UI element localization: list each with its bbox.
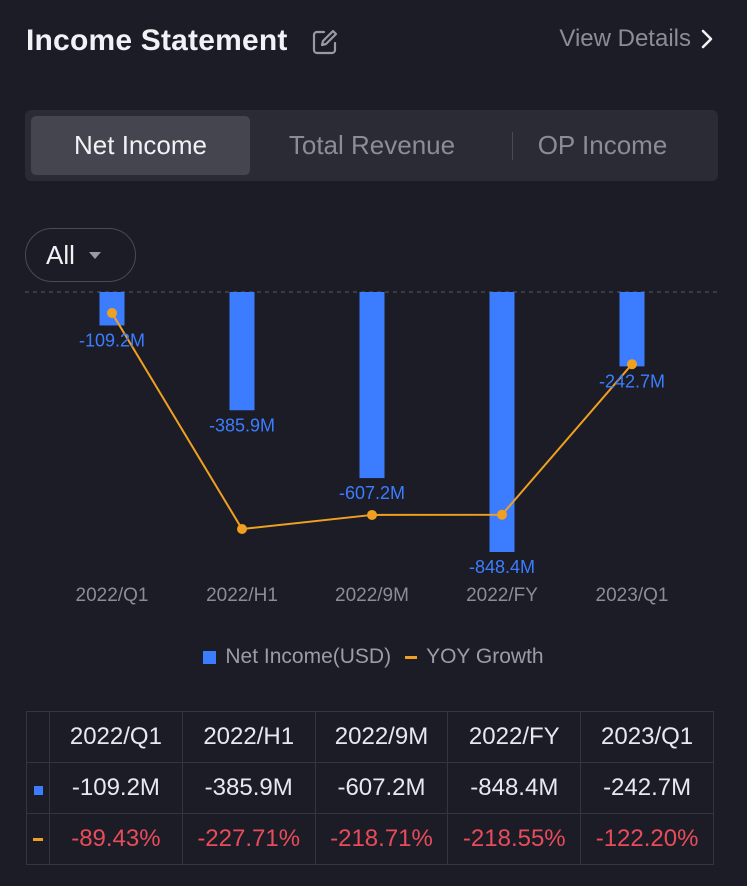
table-header-cell: 2022/9M bbox=[314, 711, 449, 763]
table-cell: -242.7M bbox=[580, 762, 714, 814]
edit-icon[interactable] bbox=[311, 28, 339, 56]
data-table: 2022/Q1 2022/H1 2022/9M 2022/FY 2023/Q1 … bbox=[26, 711, 714, 865]
table-cell: -109.2M bbox=[49, 762, 183, 814]
yoy-point-2022/9M bbox=[367, 509, 377, 520]
table-header-cell: 2022/FY bbox=[447, 711, 582, 763]
bar-value-label: -242.7M bbox=[599, 371, 665, 391]
chevron-right-icon bbox=[701, 29, 713, 49]
table-header-row: 2022/Q1 2022/H1 2022/9M 2022/FY 2023/Q1 bbox=[26, 711, 714, 763]
net-income-chart: -109.2M -385.9M -607.2M -848.4M -242.7M 2022/… bbox=[25, 291, 718, 606]
legend-bar-swatch bbox=[203, 650, 217, 664]
bar-value-label: -385.9M bbox=[209, 415, 275, 435]
period-filter-dropdown[interactable]: All bbox=[25, 228, 136, 282]
caret-down-icon bbox=[88, 251, 101, 259]
page-title: Income Statement bbox=[26, 24, 288, 57]
table-cell: -218.55% bbox=[447, 813, 582, 865]
table-row-net-income: -109.2M -385.9M -607.2M -848.4M -242.7M bbox=[26, 762, 714, 814]
legend-line-label: YOY Growth bbox=[426, 645, 544, 668]
yoy-point-2022/H1 bbox=[237, 524, 247, 534]
bar-value-label: -848.4M bbox=[469, 557, 535, 577]
bar-2022/FY bbox=[489, 292, 515, 552]
tab-op-income[interactable]: OP Income bbox=[537, 130, 668, 160]
x-tick-label: 2022/H1 bbox=[206, 585, 278, 606]
x-tick-label: 2022/9M bbox=[335, 585, 409, 606]
bar-2023/Q1 bbox=[619, 292, 645, 367]
view-details-label: View Details bbox=[559, 25, 691, 52]
table-cell: -89.43% bbox=[49, 813, 183, 865]
table-cell: -607.2M bbox=[314, 762, 449, 814]
yoy-point-2022/Q1 bbox=[107, 308, 117, 318]
net-income-marker bbox=[26, 762, 50, 814]
yoy-marker bbox=[26, 813, 50, 865]
metric-tabs: Net Income Total Revenue OP Income bbox=[25, 110, 718, 181]
x-tick-label: 2022/Q1 bbox=[76, 585, 149, 606]
table-cell: -848.4M bbox=[447, 762, 582, 814]
legend-line-swatch bbox=[405, 655, 418, 659]
period-filter-label: All bbox=[46, 239, 75, 270]
x-tick-label: 2023/Q1 bbox=[596, 585, 669, 606]
legend-bar-label: Net Income(USD) bbox=[225, 645, 392, 668]
table-header-cell: 2022/Q1 bbox=[49, 711, 183, 763]
table-cell: -122.20% bbox=[580, 813, 714, 865]
view-details-link[interactable]: View Details bbox=[559, 25, 715, 53]
tab-total-revenue[interactable]: Total Revenue bbox=[288, 130, 456, 160]
table-cell: -218.71% bbox=[314, 813, 449, 865]
table-cell: -227.71% bbox=[181, 813, 316, 865]
yoy-point-2022/FY bbox=[497, 509, 507, 520]
table-header-cell: 2023/Q1 bbox=[580, 711, 714, 763]
table-row-yoy: -89.43% -227.71% -218.71% -218.55% -122.… bbox=[26, 813, 714, 865]
bar-value-label: -607.2M bbox=[339, 483, 405, 503]
bar-2022/H1 bbox=[229, 292, 255, 411]
header: Income Statement View Details bbox=[26, 22, 721, 66]
table-cell: -385.9M bbox=[181, 762, 316, 814]
chart-legend: Net Income(USD) YOY Growth bbox=[0, 645, 747, 669]
bar-2022/9M bbox=[359, 292, 385, 479]
tab-divider bbox=[512, 132, 513, 160]
yoy-point-2023/Q1 bbox=[627, 359, 637, 370]
x-tick-label: 2022/FY bbox=[466, 585, 538, 606]
table-corner-cell bbox=[26, 711, 50, 763]
bar-value-label: -109.2M bbox=[79, 330, 145, 350]
tab-net-income[interactable]: Net Income bbox=[31, 116, 250, 175]
table-header-cell: 2022/H1 bbox=[181, 711, 316, 763]
